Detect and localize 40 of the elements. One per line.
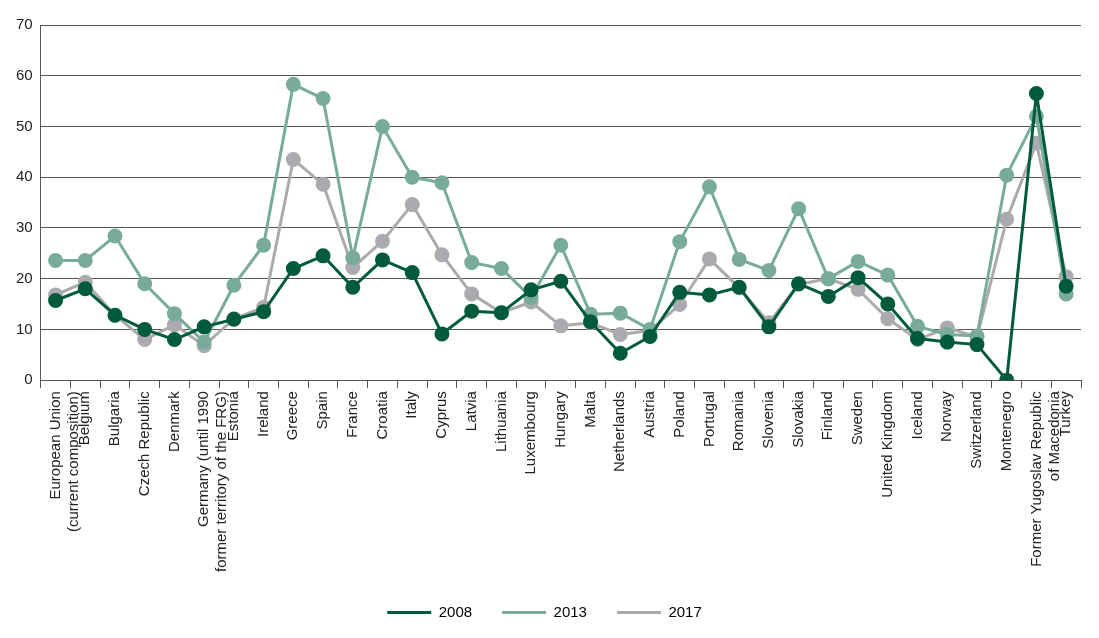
x-tick-label: Greece [283, 391, 301, 441]
x-tick-label: Montenegro [996, 391, 1014, 472]
x-tick-label: Finland [818, 391, 836, 441]
x-tick-label: Spain [313, 391, 331, 430]
legend-label: 2013 [553, 602, 587, 620]
x-tick-label: Denmark [164, 390, 182, 452]
y-tick-label: 60 [16, 65, 33, 83]
x-tick-label: Sweden [848, 391, 866, 446]
x-tick-label: Malta [580, 390, 598, 428]
x-tick-label: Croatia [372, 390, 390, 440]
y-tick-label: 0 [24, 370, 33, 388]
x-tick-label: Portugal [699, 391, 717, 448]
x-tick-label: Slovenia [759, 390, 777, 449]
x-tick-label: Poland [669, 391, 687, 438]
x-tick-label: Iceland [907, 391, 925, 440]
x-tick-label: Luxembourg [521, 391, 539, 475]
x-tick-label: Romania [729, 390, 747, 452]
x-tick-label: Bulgaria [105, 390, 123, 447]
y-tick-label: 40 [16, 167, 33, 185]
x-tick-label: Ireland [253, 391, 271, 438]
y-tick-label: 30 [16, 218, 33, 236]
x-tick-label: Italy [402, 390, 420, 419]
x-tick-label: Cyprus [432, 391, 450, 439]
x-tick-label: Netherlands [610, 391, 628, 473]
y-tick-label: 50 [16, 116, 33, 134]
x-tick-label: Switzerland [967, 391, 985, 469]
legend-label: 2017 [668, 602, 702, 620]
y-tick-label: 10 [16, 319, 33, 337]
y-tick-label: 70 [16, 15, 33, 33]
x-tick-label: United Kingdom [877, 391, 895, 498]
y-tick-label: 20 [16, 268, 33, 286]
legend-label: 2008 [438, 602, 473, 620]
x-tick-label: Slovakia [788, 390, 806, 448]
x-tick-label: Austria [640, 390, 658, 438]
x-tick-label: Lithuania [491, 390, 509, 453]
x-tick-label: France [342, 391, 360, 438]
x-tick-label: Norway [937, 390, 955, 442]
x-tick-label: Czech Republic [134, 390, 152, 497]
x-tick-label: Latvia [461, 390, 479, 432]
x-tick-label: Hungary [550, 390, 568, 448]
